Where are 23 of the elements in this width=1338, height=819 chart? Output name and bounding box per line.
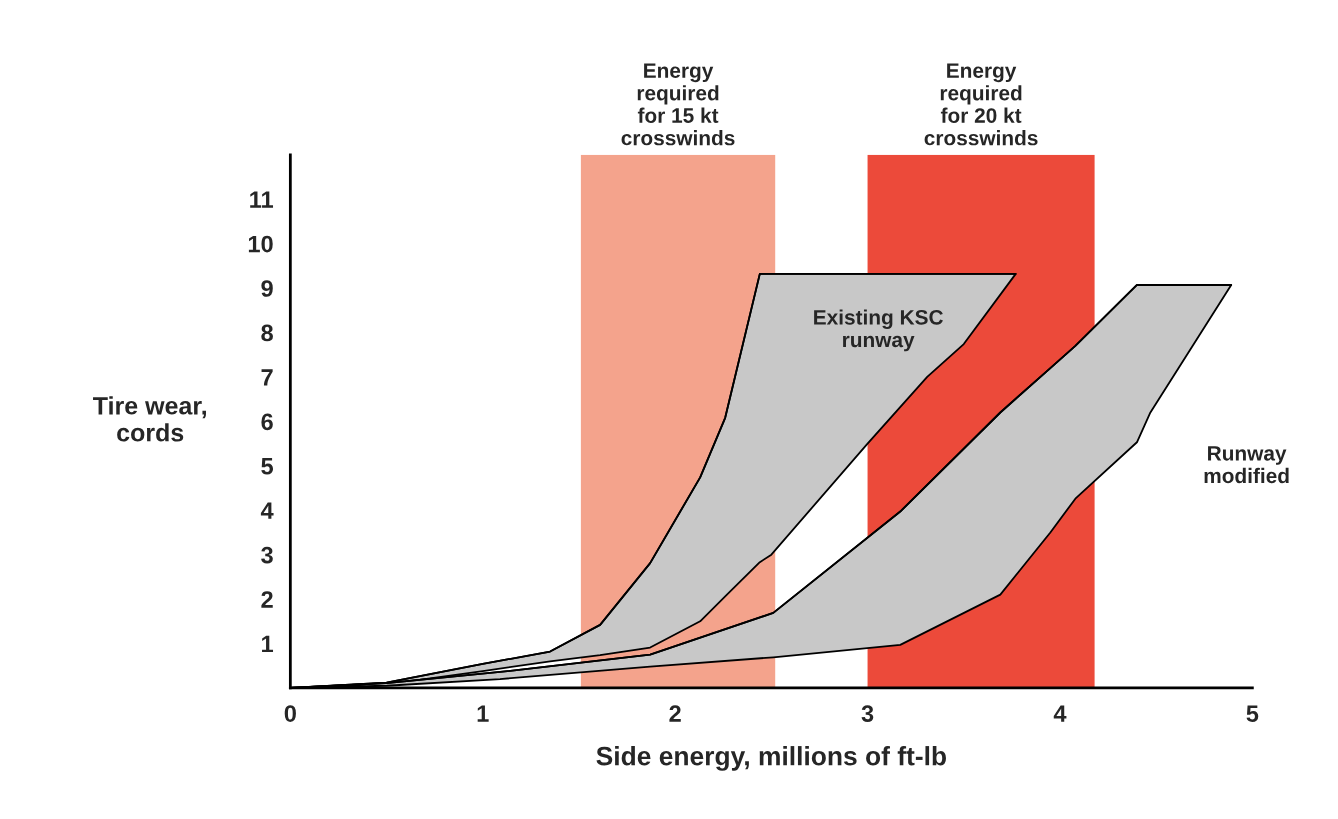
x-tick-label: 2: [669, 705, 681, 722]
y-tick-label: 5: [261, 458, 274, 475]
annotation: Existing KSC runway: [814, 309, 943, 352]
y-tick-label: 10: [248, 235, 273, 253]
y-tick-label: 1: [262, 635, 274, 653]
x-tick-label: 5: [1246, 705, 1259, 722]
x-tick-label: 0: [284, 705, 296, 722]
y-tick-label: 8: [261, 324, 273, 342]
x-axis-title: Side energy, millions of ft-lb: [596, 746, 946, 771]
band-label: Energy required for 20 kt crosswinds: [924, 63, 1038, 146]
y-tick-label: 4: [260, 502, 274, 519]
y-tick-label: 7: [261, 369, 273, 386]
y-tick-label: 2: [261, 591, 273, 608]
y-tick-label: 3: [261, 546, 273, 564]
y-tick-label: 11: [250, 191, 274, 208]
x-tick-label: 4: [1053, 705, 1067, 722]
x-tick-label: 3: [861, 705, 874, 722]
band-label: Energy required for 15 kt crosswinds: [621, 63, 735, 146]
x-tick-label: 1: [477, 705, 489, 722]
y-axis-title: Tire wear, cords: [93, 396, 206, 442]
annotation: Runway modified: [1204, 446, 1289, 484]
y-tick-label: 6: [261, 413, 273, 431]
y-tick-label: 9: [261, 280, 273, 297]
